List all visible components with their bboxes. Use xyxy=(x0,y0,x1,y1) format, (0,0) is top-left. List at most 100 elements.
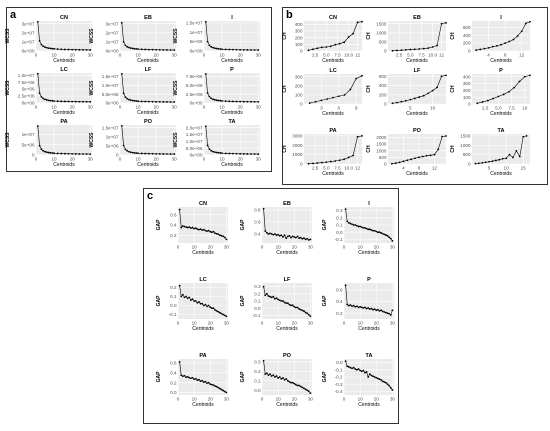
y-axis-label: CH xyxy=(366,145,372,153)
x-axis-label: Centroids xyxy=(53,110,75,116)
x-tick-label: 30 xyxy=(172,53,178,58)
data-point xyxy=(217,47,220,50)
y-tick-label: 5e+06 xyxy=(106,144,119,149)
data-point xyxy=(505,157,508,160)
data-point xyxy=(290,236,292,239)
data-point xyxy=(270,296,273,299)
data-point xyxy=(202,304,205,307)
x-tick-label: 10.0 xyxy=(344,166,353,171)
y-tick-label: 0.4 xyxy=(170,370,177,375)
data-point xyxy=(158,153,161,155)
data-point xyxy=(282,300,284,302)
x-tick-label: 20 xyxy=(70,105,76,110)
data-point xyxy=(367,307,370,309)
data-point xyxy=(293,305,296,308)
x-tick-label: 10 xyxy=(430,106,436,111)
data-point xyxy=(338,42,341,45)
data-point xyxy=(504,42,507,45)
data-point xyxy=(306,389,309,392)
data-point xyxy=(307,390,310,393)
y-axis-label: CH xyxy=(366,85,372,93)
y-tick-label: 0e+00 xyxy=(22,101,35,106)
data-point xyxy=(343,158,346,161)
x-tick-label: 30 xyxy=(308,397,314,402)
data-point xyxy=(74,153,77,155)
x-tick-label: 10 xyxy=(52,53,58,58)
data-point xyxy=(173,153,176,155)
y-tick-label: 2.5e+06 xyxy=(18,94,35,99)
data-point xyxy=(343,41,346,44)
x-tick-label: 4 xyxy=(402,166,405,171)
data-point xyxy=(400,49,403,52)
data-point xyxy=(188,296,191,299)
data-point xyxy=(155,152,158,155)
data-point xyxy=(89,49,92,51)
chart-b-pa: PA 0 1000 2000 3000 2.5 5.0 7.5 10.0 12 Centroids C… xyxy=(282,128,363,177)
data-point xyxy=(362,226,365,229)
x-tick-label: 10.0 xyxy=(344,53,353,58)
data-point xyxy=(232,48,234,51)
data-point xyxy=(144,100,147,103)
data-point xyxy=(135,48,138,50)
data-point xyxy=(515,149,518,152)
chart-title: P xyxy=(230,67,234,73)
data-point xyxy=(133,99,136,102)
data-point xyxy=(188,376,191,379)
data-point xyxy=(56,100,59,103)
data-point xyxy=(414,157,416,160)
data-point xyxy=(38,144,41,147)
y-tick-label: 3e+07 xyxy=(106,21,119,26)
data-point xyxy=(385,381,387,384)
data-point xyxy=(351,305,353,308)
data-point xyxy=(309,238,312,241)
x-tick-label: 30 xyxy=(390,321,396,326)
data-point xyxy=(361,74,363,77)
data-point xyxy=(391,389,394,391)
data-point xyxy=(78,153,81,155)
y-tick-label: 0e+00 xyxy=(190,49,203,54)
x-tick-label: 20 xyxy=(70,157,76,162)
y-axis-label: CH xyxy=(450,145,456,153)
x-tick-label: 20 xyxy=(70,53,76,58)
data-point xyxy=(262,285,265,288)
x-tick-label: 10 xyxy=(136,105,142,110)
data-point xyxy=(221,152,223,155)
data-point xyxy=(386,312,389,315)
data-point xyxy=(44,98,46,101)
data-point xyxy=(487,46,490,49)
x-axis-label: Centroids xyxy=(322,58,344,64)
data-point xyxy=(246,49,249,51)
y-axis-label: CH xyxy=(366,32,372,40)
y-tick-label: 0.2 xyxy=(336,311,343,316)
data-point xyxy=(194,300,197,302)
data-point xyxy=(337,95,340,98)
data-point xyxy=(215,47,218,50)
data-point xyxy=(329,45,332,48)
chart-title: LC xyxy=(199,277,206,283)
x-tick-label: 10 xyxy=(192,245,198,250)
y-tick-label: 0.4 xyxy=(254,232,261,237)
chart-title: LF xyxy=(145,67,152,73)
y-tick-label: 0e+00 xyxy=(22,49,35,54)
data-point xyxy=(278,234,281,237)
data-point xyxy=(361,20,363,23)
data-point xyxy=(178,284,181,287)
chart-title: LF xyxy=(284,277,291,283)
y-tick-label: 100 xyxy=(295,93,303,98)
data-point xyxy=(185,226,187,228)
data-point xyxy=(209,306,212,309)
x-axis-label: Centroids xyxy=(406,58,428,64)
data-point xyxy=(162,101,165,103)
data-point xyxy=(126,97,129,100)
data-point xyxy=(498,158,501,161)
data-point xyxy=(347,221,350,224)
data-point xyxy=(64,100,66,103)
data-point xyxy=(367,228,370,231)
data-point xyxy=(212,98,214,101)
data-point xyxy=(222,313,225,316)
chart-c-lc: LC -0.1 0.0 0.1 0.2 0 10 20 30 Centroids GAP xyxy=(156,277,229,332)
data-point xyxy=(180,295,183,298)
data-point xyxy=(298,308,300,310)
panel-a-letter: a xyxy=(10,9,17,21)
data-point xyxy=(364,226,366,229)
